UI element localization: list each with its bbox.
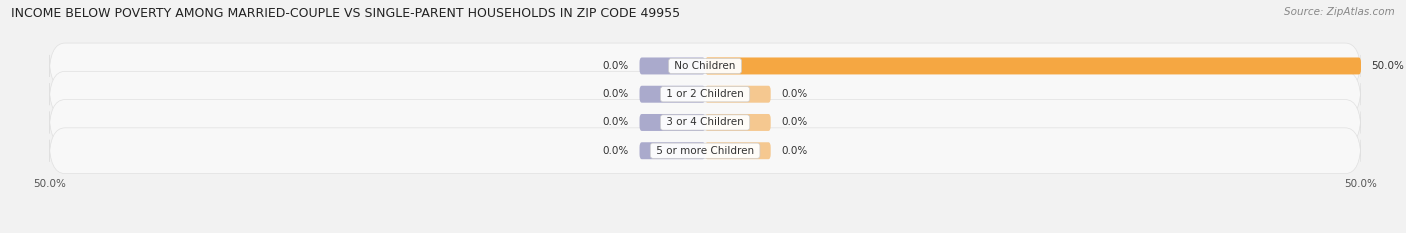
FancyBboxPatch shape <box>640 114 706 131</box>
Text: Source: ZipAtlas.com: Source: ZipAtlas.com <box>1284 7 1395 17</box>
FancyBboxPatch shape <box>640 142 706 159</box>
FancyBboxPatch shape <box>49 71 1361 117</box>
Text: 0.0%: 0.0% <box>782 89 807 99</box>
FancyBboxPatch shape <box>706 114 770 131</box>
FancyBboxPatch shape <box>49 43 1361 89</box>
Text: 0.0%: 0.0% <box>782 146 807 156</box>
Text: 0.0%: 0.0% <box>603 61 628 71</box>
FancyBboxPatch shape <box>49 128 1361 174</box>
FancyBboxPatch shape <box>706 58 1361 74</box>
FancyBboxPatch shape <box>706 142 770 159</box>
Text: 5 or more Children: 5 or more Children <box>652 146 758 156</box>
FancyBboxPatch shape <box>706 86 770 103</box>
Text: No Children: No Children <box>671 61 740 71</box>
FancyBboxPatch shape <box>640 86 706 103</box>
Text: INCOME BELOW POVERTY AMONG MARRIED-COUPLE VS SINGLE-PARENT HOUSEHOLDS IN ZIP COD: INCOME BELOW POVERTY AMONG MARRIED-COUPL… <box>11 7 681 20</box>
Text: 50.0%: 50.0% <box>1371 61 1405 71</box>
Text: 0.0%: 0.0% <box>603 117 628 127</box>
Text: 0.0%: 0.0% <box>603 146 628 156</box>
Text: 1 or 2 Children: 1 or 2 Children <box>664 89 747 99</box>
Text: 0.0%: 0.0% <box>603 89 628 99</box>
FancyBboxPatch shape <box>49 99 1361 145</box>
Text: 3 or 4 Children: 3 or 4 Children <box>664 117 747 127</box>
Text: 0.0%: 0.0% <box>782 117 807 127</box>
FancyBboxPatch shape <box>640 58 706 74</box>
